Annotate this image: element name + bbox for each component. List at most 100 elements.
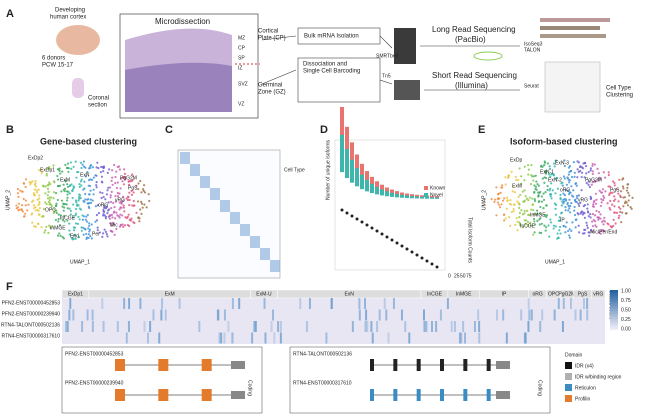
bar (345, 126, 349, 179)
cell-dot (79, 161, 83, 164)
row-label: RTN4-TALONT000502136 (1, 322, 60, 328)
bar (405, 193, 409, 199)
cell-dot (526, 163, 530, 167)
cell-dot (87, 205, 90, 208)
cell-dot (126, 223, 130, 227)
cell (458, 332, 461, 344)
cell-dot (40, 171, 43, 174)
cell-dot (68, 207, 71, 210)
cell-dot (80, 229, 83, 232)
cell-dot (32, 199, 35, 202)
col-label: PgG2M (558, 291, 575, 297)
cell-dot (599, 213, 602, 216)
cell-dot (574, 226, 577, 229)
cell-dot (607, 185, 610, 188)
cell-dot (600, 201, 603, 204)
cell-dot (518, 221, 521, 224)
cell-dot (56, 184, 60, 188)
cell-dot (103, 228, 106, 231)
exon (231, 391, 245, 399)
cell-dot (67, 167, 70, 170)
cell-dot (71, 196, 74, 200)
cell-dot (86, 213, 89, 217)
row-label: PFN2-ENST00000452853 (2, 300, 61, 306)
cell-dot (539, 212, 542, 215)
cell-dot (98, 231, 101, 234)
cell-dot (555, 177, 558, 180)
cluster-label: ExDp2 (28, 155, 43, 161)
cell-dot (617, 192, 620, 195)
cell-dot (514, 175, 517, 178)
cell-dot (53, 211, 56, 214)
cell-dot (499, 191, 502, 195)
pacbio (394, 28, 416, 64)
cell-dot (577, 224, 580, 227)
text: PCW 15-17 (42, 63, 74, 69)
cell-dot (143, 191, 147, 194)
cell-dot (622, 177, 625, 180)
cell (586, 309, 589, 321)
cell-dot (74, 237, 77, 241)
cluster-label: Mic (110, 222, 118, 228)
cell-dot (64, 179, 67, 182)
cell-dot (114, 175, 117, 179)
cluster-label: PgG2M (585, 177, 602, 183)
cell-dot (62, 183, 65, 186)
cell-dot (573, 171, 576, 174)
cell (139, 298, 142, 309)
cell-dot (585, 221, 588, 224)
section (72, 78, 84, 98)
cell-dot (89, 235, 92, 238)
cell-dot (588, 185, 591, 189)
cell-dot (515, 178, 518, 182)
cell-dot (46, 167, 49, 170)
cell-dot (17, 202, 21, 205)
cell-dot (513, 203, 516, 206)
cell-dot (142, 188, 145, 191)
cell-dot (75, 212, 78, 215)
cell-dot (498, 206, 502, 209)
cell-dot (564, 206, 567, 209)
cell-dot (509, 224, 512, 227)
cell-dot (60, 199, 64, 202)
cell-dot (32, 192, 35, 195)
cell-dot (140, 202, 144, 205)
cell-dot (108, 168, 111, 171)
cell-dot (604, 190, 607, 193)
title: Isoform-based clustering (510, 136, 618, 146)
cell-dot (597, 218, 600, 221)
exon (201, 359, 212, 371)
cell (308, 298, 311, 309)
cell-dot (552, 174, 555, 177)
cell-dot (74, 214, 77, 217)
legend-swatch (565, 384, 572, 391)
cell-dot (568, 236, 572, 239)
bar (395, 191, 399, 198)
cell-dot (590, 183, 593, 186)
legend-swatch (565, 373, 572, 380)
cell-dot (543, 224, 546, 227)
cell-dot (607, 173, 610, 177)
cell-dot (70, 167, 73, 170)
bar (365, 171, 369, 180)
arrow (261, 69, 297, 85)
cell-dot (501, 184, 504, 187)
cell-dot (577, 202, 580, 205)
col-label: InMGE (456, 291, 472, 297)
cell (530, 309, 533, 321)
cell-dot (76, 203, 79, 206)
cell-dot (32, 204, 36, 207)
cell-dot (563, 159, 566, 162)
cell-dot (76, 222, 80, 225)
cell-dot (34, 225, 38, 228)
cell-dot (74, 160, 77, 163)
cell-dot (54, 218, 58, 222)
cell-dot (592, 200, 595, 204)
cell (277, 321, 280, 332)
cell-dot (558, 229, 561, 232)
coding-label: Coding (247, 380, 253, 396)
cell-dot (106, 189, 109, 192)
cell-dot (33, 183, 37, 186)
cell-dot (114, 217, 117, 220)
axis-label: UMAP_1 (545, 259, 565, 265)
